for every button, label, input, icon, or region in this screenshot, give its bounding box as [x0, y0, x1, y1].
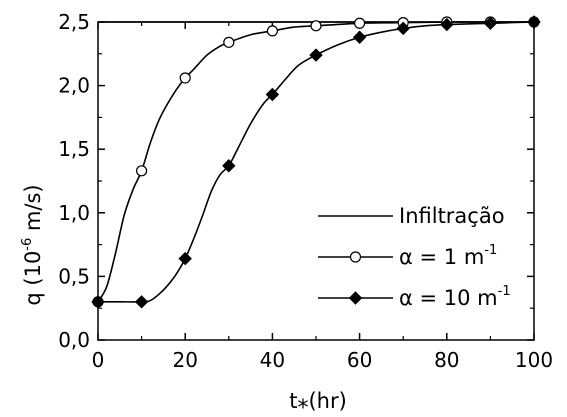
data-point — [354, 17, 366, 29]
x-tick-label: 80 — [434, 348, 459, 372]
data-point — [265, 87, 280, 102]
data-point — [223, 36, 235, 48]
data-point — [91, 295, 105, 309]
y-tick-label: 2,5 — [58, 10, 90, 34]
data-point — [310, 20, 322, 32]
data-point — [178, 251, 192, 266]
x-axis-title-main: t — [289, 389, 297, 413]
series-3 — [91, 15, 541, 309]
y-axis-title: q (10-6 m/s) — [20, 184, 45, 305]
legend-label-exp: -1 — [484, 243, 497, 258]
data-point — [134, 295, 149, 309]
legend-entry-2: α = 1 m-1 — [318, 243, 497, 269]
data-point — [440, 17, 454, 32]
data-point — [352, 30, 367, 44]
series-line — [98, 21, 535, 303]
legend-label-exp: -1 — [498, 284, 511, 299]
data-point — [136, 165, 148, 177]
y-tick-label: 0,5 — [58, 264, 90, 288]
y-axis-title-exp: -6 — [20, 238, 35, 251]
x-axis-title: t*(hr) — [289, 389, 347, 417]
legend-marker — [349, 251, 362, 263]
legend-label-text: Infiltração — [399, 204, 505, 228]
x-axis-title-rest: (hr) — [308, 389, 346, 413]
data-point — [266, 25, 278, 37]
y-tick-label: 2,0 — [58, 74, 90, 98]
legend-label: α = 1 m-1 — [399, 243, 497, 269]
legend-marker — [348, 291, 363, 305]
y-tick-label: 0,0 — [58, 328, 90, 352]
x-tick-label: 0 — [92, 348, 105, 372]
data-point — [527, 15, 541, 29]
x-tick-label: 40 — [260, 348, 285, 372]
x-tick-label: 100 — [515, 348, 553, 372]
legend-label: Infiltração — [399, 204, 505, 228]
x-tick-label: 60 — [347, 348, 372, 372]
legend-label-text: α = 1 m — [399, 245, 484, 269]
legend-entry-3: α = 10 m-1 — [318, 284, 511, 310]
x-axis-title-sub: * — [297, 396, 308, 417]
data-point — [483, 16, 498, 30]
x-tick-label: 20 — [172, 348, 197, 372]
data-point — [396, 21, 410, 36]
legend-label: α = 10 m-1 — [399, 284, 511, 310]
data-point — [222, 159, 236, 173]
y-tick-label: 1,0 — [58, 201, 90, 225]
y-axis-title-prefix: q (10 — [21, 251, 45, 306]
legend-label-text: α = 10 m — [399, 286, 498, 310]
data-point — [309, 48, 323, 62]
legend-entry-1: Infiltração — [318, 204, 505, 228]
data-point — [179, 72, 191, 84]
y-axis-title-suffix: m/s) — [21, 184, 45, 237]
y-tick-label: 1,5 — [58, 137, 90, 161]
